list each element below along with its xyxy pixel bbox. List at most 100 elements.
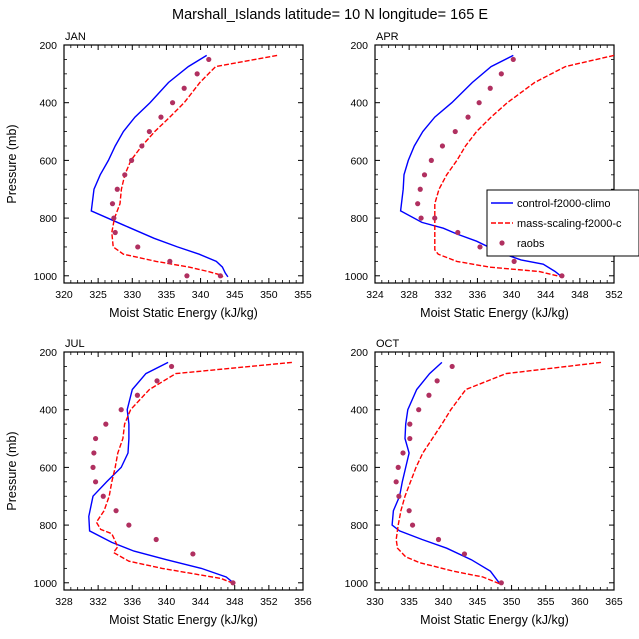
x-tick-label: 330	[124, 289, 142, 301]
x-tick-label: 345	[226, 289, 244, 301]
y-tick-label: 600	[350, 462, 368, 474]
x-tick-label: 332	[435, 289, 453, 301]
x-tick-label: 328	[55, 596, 73, 608]
panel-label: APR	[376, 31, 399, 43]
x-tick-label: 350	[503, 596, 521, 608]
raobs-point	[432, 215, 438, 221]
raobs-point	[461, 551, 468, 557]
raobs-point	[511, 258, 517, 264]
raobs-point	[194, 71, 200, 77]
y-tick-label: 400	[350, 405, 368, 417]
x-tick-label: 344	[537, 289, 555, 301]
y-tick-label: 800	[350, 520, 368, 532]
control-line	[391, 361, 501, 585]
raobs-point	[112, 229, 118, 236]
y-tick-label: 1000	[34, 271, 58, 283]
y-tick-label: 1000	[345, 271, 369, 283]
raobs-point	[400, 450, 406, 456]
y-tick-label: 1000	[345, 578, 369, 590]
raobs-point	[129, 157, 135, 163]
x-axis-label: Moist Static Energy (kJ/kg)	[420, 306, 569, 320]
x-tick-label: 355	[294, 289, 312, 301]
panel-jul: JUL 328 332 336 340 344 348 352 356 200 400 600 800 1…	[5, 338, 312, 627]
x-tick-label: 345	[469, 596, 487, 608]
raobs-point	[416, 407, 422, 413]
x-tick-label: 352	[260, 596, 278, 608]
raobs-point	[100, 493, 106, 499]
x-axis-label: Moist Static Energy (kJ/kg)	[109, 613, 258, 627]
x-tick-label: 340	[435, 596, 453, 608]
panel-label: JAN	[65, 31, 86, 43]
control-line	[399, 54, 563, 278]
raobs-point	[154, 378, 160, 384]
y-tick-label: 600	[39, 462, 57, 474]
raobs-point	[407, 435, 413, 442]
legend-entry: mass-scaling-f2000-c	[517, 218, 622, 230]
y-tick-label: 200	[39, 347, 57, 359]
raobs-point	[230, 580, 236, 586]
legend-entry: raobs	[517, 238, 545, 250]
x-tick-label: 365	[605, 596, 623, 608]
mass-scaling-line	[111, 54, 278, 278]
raobs-point	[206, 56, 212, 63]
legend: control-f2000-climo mass-scaling-f2000-c r…	[486, 189, 639, 257]
raobs-point	[92, 479, 99, 485]
raobs-point	[113, 508, 119, 514]
raobs-point	[126, 522, 132, 528]
raobs-point	[146, 128, 152, 135]
y-axis-label: Pressure (mb)	[5, 431, 19, 510]
raobs-point	[92, 435, 99, 442]
x-tick-label: 335	[158, 289, 176, 301]
legend-entry: control-f2000-climo	[517, 198, 611, 210]
raobs-point	[153, 536, 159, 543]
y-tick-label: 200	[350, 40, 368, 52]
series-group	[88, 361, 292, 586]
x-tick-label: 340	[503, 289, 521, 301]
control-line	[88, 361, 236, 585]
raobs-point	[91, 450, 97, 456]
x-tick-label: 355	[537, 596, 555, 608]
x-tick-label: 360	[571, 596, 589, 608]
raobs-point	[406, 508, 412, 514]
x-tick-label: 352	[605, 289, 623, 301]
x-tick-label: 320	[55, 289, 73, 301]
raobs-point	[415, 201, 421, 207]
y-tick-label: 800	[39, 213, 57, 225]
y-tick-label: 400	[39, 98, 57, 110]
raobs-point	[487, 85, 493, 91]
control-line	[90, 54, 229, 278]
x-tick-label: 332	[89, 596, 107, 608]
raobs-point	[90, 464, 96, 470]
raobs-point	[435, 536, 442, 543]
plot-frame	[374, 351, 615, 591]
raobs-point	[118, 407, 124, 413]
figure-title: Marshall_Islands latitude= 10 N longitud…	[172, 7, 488, 23]
x-tick-label: 340	[192, 289, 210, 301]
raobs-point	[168, 363, 175, 370]
x-axis-label: Moist Static Energy (kJ/kg)	[420, 613, 569, 627]
x-tick-label: 356	[294, 596, 312, 608]
x-tick-label: 336	[469, 289, 487, 301]
raobs-point	[498, 580, 504, 586]
raobs-point	[122, 172, 128, 178]
raobs-point	[395, 464, 401, 470]
y-tick-label: 600	[350, 155, 368, 167]
panel-oct: OCT 330 335 340 345 350 355 360 365 200 400 600 800 1…	[345, 338, 623, 627]
x-tick-label: 350	[260, 289, 278, 301]
x-tick-label: 335	[400, 596, 418, 608]
raobs-point	[109, 201, 116, 207]
x-tick-label: 325	[89, 289, 107, 301]
raobs-point	[135, 244, 141, 250]
legend-raobs-swatch	[499, 240, 505, 246]
raobs-point	[407, 421, 413, 427]
panel-label: JUL	[65, 338, 85, 350]
raobs-point	[103, 421, 109, 427]
raobs-point	[158, 114, 164, 120]
panel-jan: JAN 320 325 330 335 340 345 350 355 200 400 600 800 1…	[5, 31, 312, 320]
raobs-point	[167, 258, 173, 264]
raobs-point	[111, 215, 117, 221]
series-group	[391, 361, 602, 586]
panels: JAN 320 325 330 335 340 345 350 355 200 400 600 800 1…	[5, 31, 639, 627]
raobs-point	[190, 551, 196, 557]
